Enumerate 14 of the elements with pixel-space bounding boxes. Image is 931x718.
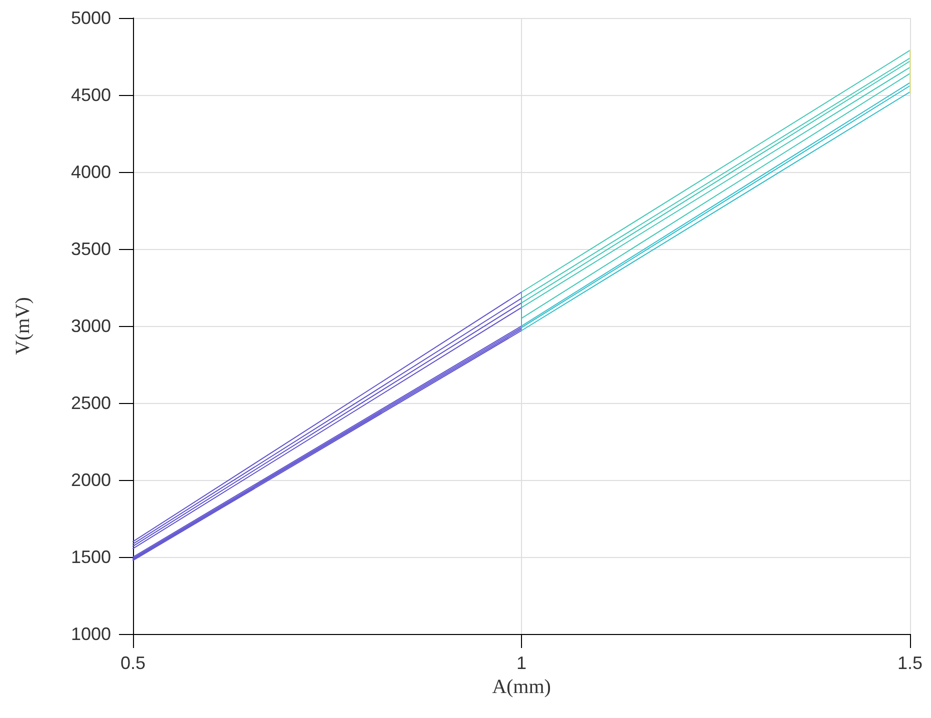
x-axis-title: A(mm) — [492, 676, 551, 698]
y-tick-label: 3500 — [70, 239, 111, 259]
y-axis-title: V(mV) — [12, 297, 34, 355]
x-tick-label: 1.5 — [897, 653, 923, 673]
y-tick-label: 5000 — [70, 8, 111, 28]
y-tick-label: 1500 — [70, 547, 111, 567]
y-tick-label: 4000 — [70, 162, 111, 182]
y-tick-label: 4500 — [70, 85, 111, 105]
x-tick-label: 1 — [516, 653, 527, 673]
y-tick-label: 1000 — [70, 624, 111, 644]
y-tick-label: 2000 — [70, 470, 111, 490]
y-tick-label: 3000 — [70, 316, 111, 336]
y-tick-label: 2500 — [70, 393, 111, 413]
x-tick-label: 0.5 — [120, 653, 146, 673]
